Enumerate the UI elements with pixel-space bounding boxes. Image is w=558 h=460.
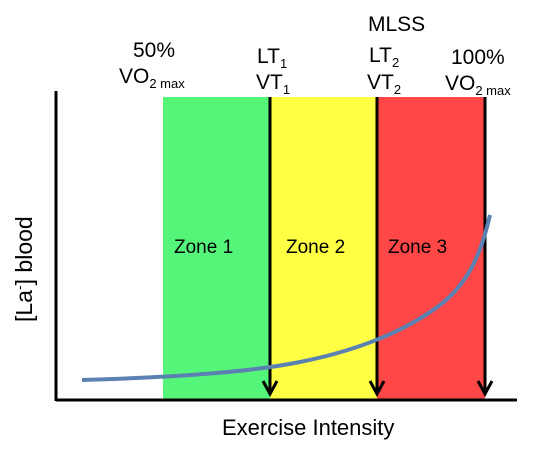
lactate-curve (81, 214, 492, 382)
zone-3-label: Zone 3 (388, 237, 448, 258)
label-vo2max-100: VO2 max (445, 72, 511, 98)
threshold-arrows (261, 97, 494, 398)
label-lt2: LT2 (369, 44, 400, 70)
zone-1-label: Zone 1 (174, 237, 234, 258)
zone-1-band (163, 97, 270, 400)
zone-2-label: Zone 2 (286, 237, 346, 258)
lt1-arrowhead-icon (261, 380, 279, 398)
label-vt1: VT1 (256, 71, 291, 97)
axes (54, 91, 517, 402)
label-50-percent: 50% (133, 39, 176, 62)
label-100-percent: 100% (451, 46, 505, 69)
label-vo2max-50: VO2 max (119, 65, 185, 91)
lt2-arrowhead-icon (368, 380, 386, 398)
vo2max-arrowhead-icon (476, 380, 494, 398)
y-axis-label: [La-] blood (11, 216, 37, 322)
zone-2-band (270, 97, 377, 400)
label-mlss: MLSS (368, 13, 426, 36)
zone-3-band (377, 97, 485, 400)
label-lt1: LT1 (257, 45, 288, 71)
label-vt2: VT2 (367, 71, 402, 97)
x-axis-label: Exercise Intensity (222, 415, 395, 440)
